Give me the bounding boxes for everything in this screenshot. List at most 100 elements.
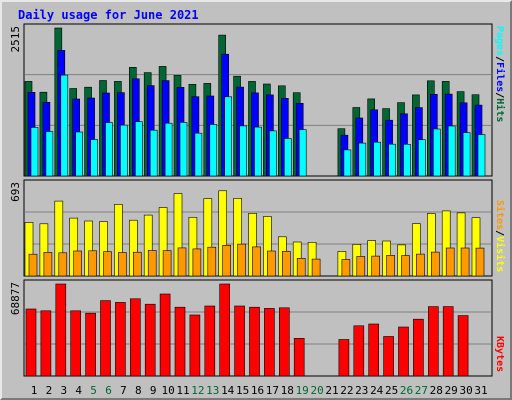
pages-bar	[135, 121, 143, 177]
pages-bar	[462, 132, 471, 177]
kbytes-bar	[159, 293, 171, 377]
sites-bar	[416, 253, 425, 277]
kbytes-bar	[174, 306, 186, 377]
x-tick-label: 30	[459, 384, 472, 397]
x-tick-label: 1	[31, 384, 38, 397]
kbytes-bar	[413, 318, 424, 377]
kbytes-bar	[278, 307, 290, 377]
x-tick-label: 25	[385, 384, 398, 397]
chart-title: Daily usage for June 2021	[18, 8, 199, 22]
pages-bar	[447, 125, 456, 177]
sites-bar	[162, 250, 172, 277]
pages-bar	[239, 125, 247, 177]
legend-pages: Pages	[494, 26, 505, 56]
hits-ymax-label: 2515	[9, 26, 22, 53]
x-tick-label: 31	[474, 384, 487, 397]
x-tick-label: 4	[75, 384, 82, 397]
sites-bar	[281, 251, 291, 277]
sites-bar	[222, 245, 231, 277]
legend-kbytes: KBytes	[494, 336, 505, 372]
x-tick-label: 16	[251, 384, 264, 397]
sites-bar	[311, 258, 321, 277]
legend-sep: /	[494, 92, 505, 98]
pages-bar	[343, 149, 352, 177]
x-tick-label: 13	[206, 384, 219, 397]
x-tick-label: 6	[105, 384, 112, 397]
kbytes-bar	[100, 300, 111, 377]
legend-top: Pages/Files/Hits	[494, 26, 506, 122]
sites-bar	[58, 252, 68, 277]
bars-layer	[24, 27, 486, 377]
pages-bar	[45, 131, 54, 177]
pages-bar	[149, 129, 158, 177]
x-tick-label: 26	[400, 384, 413, 397]
sites-bar	[252, 246, 261, 277]
kbytes-bar	[70, 310, 81, 377]
sites-bar	[73, 250, 82, 277]
sites-bar	[207, 246, 217, 277]
kbytes-bar	[115, 302, 126, 377]
kbytes-bar	[55, 283, 67, 377]
sites-bar	[237, 243, 246, 277]
visits-ymax-label: 693	[9, 182, 22, 202]
legend-sep: /	[494, 230, 505, 236]
kbytes-bar	[40, 310, 52, 377]
pages-bar	[90, 139, 98, 177]
sites-bar	[430, 251, 440, 277]
pages-bar	[164, 122, 173, 177]
x-tick-label: 28	[430, 384, 443, 397]
x-tick-label: 9	[150, 384, 157, 397]
kbytes-bar	[234, 305, 245, 377]
pages-bar	[120, 124, 128, 177]
kbytes-bar	[398, 326, 409, 377]
x-tick-label: 11	[176, 384, 189, 397]
sites-bar	[475, 247, 485, 277]
pages-bar	[283, 138, 292, 177]
sites-bar	[401, 255, 410, 277]
kbytes-bar	[264, 308, 275, 377]
pages-bar	[358, 142, 367, 177]
x-tick-label: 17	[266, 384, 279, 397]
pages-bar	[209, 124, 218, 177]
x-tick-label: 29	[445, 384, 458, 397]
x-tick-label: 2	[46, 384, 53, 397]
kbytes-bar	[383, 336, 394, 377]
pages-bar	[30, 127, 39, 177]
sites-bar	[88, 250, 97, 277]
kbytes-bar	[368, 323, 380, 377]
legend-files: Files	[494, 62, 506, 92]
x-tick-label: 3	[60, 384, 67, 397]
kbytes-bar	[85, 312, 96, 377]
kbytes-bar	[130, 298, 141, 377]
kbytes-bar	[338, 339, 350, 377]
x-tick-label: 18	[281, 384, 294, 397]
x-tick-label: 24	[370, 384, 384, 397]
x-tick-label: 23	[355, 384, 368, 397]
x-tick-label: 15	[236, 384, 249, 397]
x-tick-label: 8	[135, 384, 142, 397]
x-tick-label: 27	[415, 384, 428, 397]
kbytes-bar	[293, 337, 305, 377]
x-tick-label: 7	[120, 384, 127, 397]
sites-bar	[296, 257, 306, 277]
pages-bar	[75, 131, 83, 177]
sites-bar	[341, 259, 351, 277]
pages-bar	[224, 96, 232, 177]
legend-hits: Hits	[494, 98, 506, 122]
pages-bar	[388, 143, 396, 177]
kbytes-bar	[427, 306, 439, 377]
sites-bar	[386, 255, 395, 277]
pages-bar	[179, 122, 188, 177]
sites-bar	[43, 252, 53, 277]
sites-bar	[192, 248, 202, 277]
kbytes-bar	[442, 306, 454, 377]
x-tick-label: 22	[340, 384, 353, 397]
sites-bar	[460, 247, 470, 277]
sites-bar	[267, 250, 276, 277]
pages-bar	[105, 122, 113, 177]
pages-bar	[432, 128, 441, 177]
pages-bar	[418, 139, 426, 177]
kbytes-bar	[353, 325, 365, 377]
x-tick-label: 12	[191, 384, 204, 397]
sites-bar	[177, 247, 187, 277]
